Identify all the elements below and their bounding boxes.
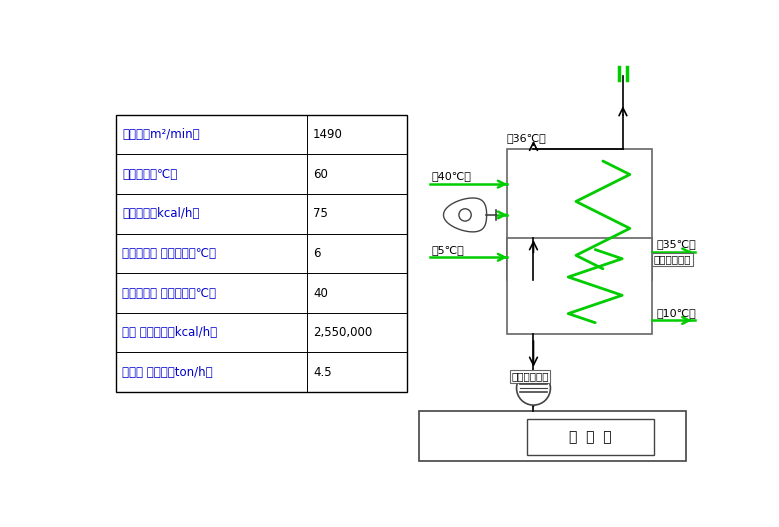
- Text: 白烟消除设备: 白烟消除设备: [654, 254, 691, 264]
- Circle shape: [459, 209, 471, 221]
- Text: （35℃）: （35℃）: [656, 239, 696, 249]
- Bar: [507, 150, 652, 280]
- Text: 封  闭  男: 封 闭 男: [569, 430, 612, 444]
- Text: 清水 加热温度（kcal/h）: 清水 加热温度（kcal/h）: [122, 326, 217, 339]
- Bar: [507, 238, 652, 334]
- Text: 2,550,000: 2,550,000: [313, 326, 372, 339]
- Text: 排气温度（℃）: 排气温度（℃）: [122, 168, 178, 181]
- Text: （40℃）: （40℃）: [432, 171, 472, 181]
- Text: 清水流量（kcal/h）: 清水流量（kcal/h）: [122, 207, 199, 220]
- Text: 75: 75: [313, 207, 328, 220]
- Text: （5℃）: （5℃）: [432, 245, 465, 255]
- Text: 6: 6: [313, 247, 321, 260]
- Circle shape: [516, 371, 551, 405]
- Text: 现有热交換机: 现有热交換机: [511, 372, 548, 382]
- Text: （36℃）: （36℃）: [506, 133, 546, 143]
- Text: 4.5: 4.5: [313, 366, 332, 379]
- Text: 40: 40: [313, 287, 328, 299]
- Text: 排气量（m²/min）: 排气量（m²/min）: [122, 128, 200, 141]
- Bar: [527, 419, 654, 455]
- Text: 热交换机器 入口温度（℃）: 热交换机器 入口温度（℃）: [122, 247, 217, 260]
- Bar: [116, 115, 407, 392]
- Text: 60: 60: [313, 168, 328, 181]
- Bar: [419, 411, 686, 461]
- Text: 凝缩水 回收量（ton/h）: 凝缩水 回收量（ton/h）: [122, 366, 213, 379]
- Text: （10℃）: （10℃）: [656, 308, 696, 318]
- Text: 热交换机器 出口温度（℃）: 热交换机器 出口温度（℃）: [122, 287, 217, 299]
- Text: 1490: 1490: [313, 128, 343, 141]
